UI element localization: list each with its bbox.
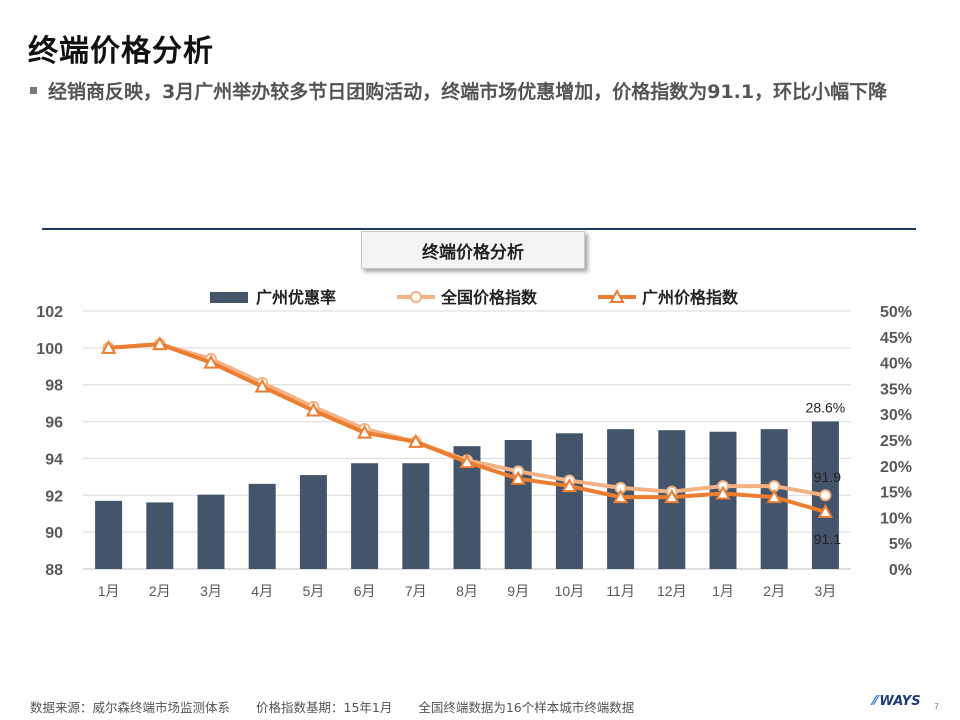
divider-rule <box>42 228 916 230</box>
ways-logo-icon: ⁄⁄ <box>873 694 878 709</box>
right-tick-label: 45% <box>880 330 912 347</box>
ways-logo-text: WAYS <box>879 694 921 709</box>
legend-label: 全国价格指数 <box>440 288 538 307</box>
triangle-marker <box>715 485 731 500</box>
x-tick-label: 8月 <box>456 583 478 599</box>
ways-logo: ⁄⁄ WAYS <box>873 694 921 709</box>
triangle-marker <box>817 503 834 518</box>
triangle-marker <box>459 454 475 469</box>
page-number: 7 <box>934 702 940 711</box>
triangle-marker <box>254 378 270 393</box>
data-label-national: 91.9 <box>814 469 841 485</box>
legend-label: 广州优惠率 <box>256 288 336 307</box>
right-tick-label: 40% <box>880 356 912 373</box>
footer-base: 价格指数基期：15年1月 <box>256 700 393 715</box>
left-tick-label: 88 <box>45 562 63 579</box>
bullet-text: 经销商反映，3月广州举办较多节日团购活动，终端市场优惠增加，价格指数为91.1，… <box>48 81 888 103</box>
bullet-point: 经销商反映，3月广州举办较多节日团购活动，终端市场优惠增加，价格指数为91.1，… <box>30 78 940 106</box>
bar <box>197 494 225 569</box>
triangle-marker <box>152 336 168 351</box>
bar <box>504 440 532 569</box>
x-tick-label: 1月 <box>98 583 120 599</box>
right-tick-label: 5% <box>889 536 912 553</box>
right-tick-label: 30% <box>880 407 912 424</box>
bar <box>351 463 379 569</box>
bullet-square-icon <box>30 87 37 94</box>
left-tick-label: 94 <box>45 451 63 468</box>
right-tick-label: 0% <box>889 562 912 579</box>
left-tick-label: 90 <box>45 525 63 542</box>
bar <box>299 475 327 569</box>
triangle-marker <box>766 489 782 504</box>
left-tick-label: 92 <box>45 488 63 505</box>
bar <box>248 483 276 569</box>
data-label-bar: 28.6% <box>806 399 846 415</box>
bar <box>95 500 123 569</box>
circle-marker <box>819 489 832 502</box>
page-title: 终端价格分析 <box>28 34 214 69</box>
triangle-marker <box>612 489 629 504</box>
right-tick-label: 20% <box>880 459 912 476</box>
legend-label: 广州价格指数 <box>642 288 739 307</box>
bar <box>555 433 583 569</box>
x-tick-label: 12月 <box>657 583 687 599</box>
x-tick-label: 3月 <box>815 583 837 599</box>
triangle-marker <box>408 433 424 448</box>
bar <box>709 431 737 569</box>
triangle-marker <box>305 402 322 417</box>
triangle-marker <box>100 339 117 354</box>
footer-source: 数据来源：威尔森终端市场监测体系 <box>30 700 231 715</box>
x-tick-label: 9月 <box>507 583 529 599</box>
x-tick-label: 6月 <box>354 583 376 599</box>
x-tick-label: 5月 <box>303 583 325 599</box>
left-tick-label: 100 <box>36 341 63 358</box>
legend-triangle-marker <box>609 288 625 303</box>
right-tick-label: 50% <box>880 304 912 321</box>
right-tick-label: 10% <box>880 510 912 527</box>
x-tick-label: 10月 <box>555 583 585 599</box>
legend-swatch-bar <box>210 292 248 303</box>
x-tick-label: 1月 <box>712 583 734 599</box>
footer-note: 全国终端数据为16个样本城市终端数据 <box>418 700 635 715</box>
right-tick-label: 15% <box>880 485 912 502</box>
x-tick-label: 3月 <box>200 583 222 599</box>
right-tick-label: 25% <box>880 433 912 450</box>
x-tick-label: 2月 <box>149 583 171 599</box>
left-tick-label: 98 <box>45 378 63 395</box>
footer: 数据来源：威尔森终端市场监测体系 价格指数基期：15年1月 全国终端数据为16个… <box>30 697 656 716</box>
left-tick-label: 96 <box>45 415 63 432</box>
triangle-marker <box>356 424 373 439</box>
triangle-marker <box>510 470 526 485</box>
left-tick-label: 102 <box>36 304 63 321</box>
triangle-marker <box>664 489 680 504</box>
chart-title-box: 终端价格分析 <box>361 231 585 269</box>
triangle-marker <box>203 354 219 369</box>
bar <box>146 502 174 569</box>
legend-circle-marker <box>410 291 422 303</box>
chart-title: 终端价格分析 <box>422 242 524 263</box>
x-tick-label: 4月 <box>251 583 273 599</box>
x-tick-label: 2月 <box>763 583 785 599</box>
bar <box>402 463 430 569</box>
triangle-marker <box>561 477 578 493</box>
right-tick-label: 35% <box>880 381 912 398</box>
x-tick-label: 7月 <box>405 583 427 599</box>
x-tick-label: 11月 <box>606 583 635 599</box>
data-label-guangzhou: 91.1 <box>814 531 841 547</box>
